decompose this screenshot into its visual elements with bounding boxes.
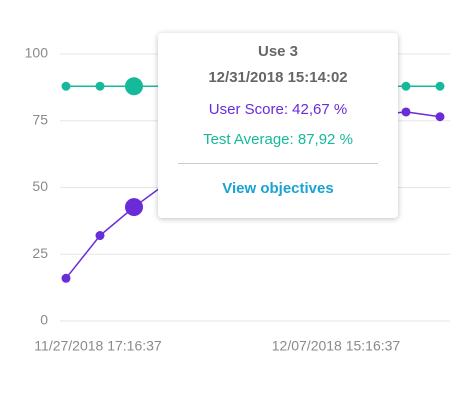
data-point (401, 81, 411, 91)
view-objectives-link[interactable]: View objectives (222, 180, 334, 197)
tooltip-title: Use 3 (257, 43, 299, 60)
data-point (401, 107, 411, 117)
tooltip-date: 12/31/2018 15:14:02 (208, 69, 348, 86)
data-point (61, 273, 71, 283)
y-tick-label: 25 (32, 245, 48, 261)
y-tick-label: 75 (32, 111, 48, 127)
divider (178, 163, 378, 164)
tooltip-user-score: User Score: 42,67 % (208, 101, 348, 118)
data-point (125, 77, 143, 96)
y-tick-label: 50 (32, 178, 48, 194)
x-tick-label: 11/27/2018 17:16:37 (34, 338, 162, 354)
data-point (435, 81, 445, 91)
data-point (435, 112, 445, 122)
tooltip-test-average: Test Average: 87,92 % (203, 131, 353, 148)
y-tick-label: 100 (25, 45, 49, 61)
data-point (95, 81, 105, 91)
x-tick-label: 12/07/2018 15:16:37 (272, 338, 401, 354)
y-tick-label: 0 (40, 312, 48, 328)
data-point (95, 231, 105, 241)
data-point (61, 81, 71, 91)
data-point (125, 198, 143, 217)
tooltip: Use 3 12/31/2018 15:14:02 User Score: 42… (158, 33, 398, 218)
